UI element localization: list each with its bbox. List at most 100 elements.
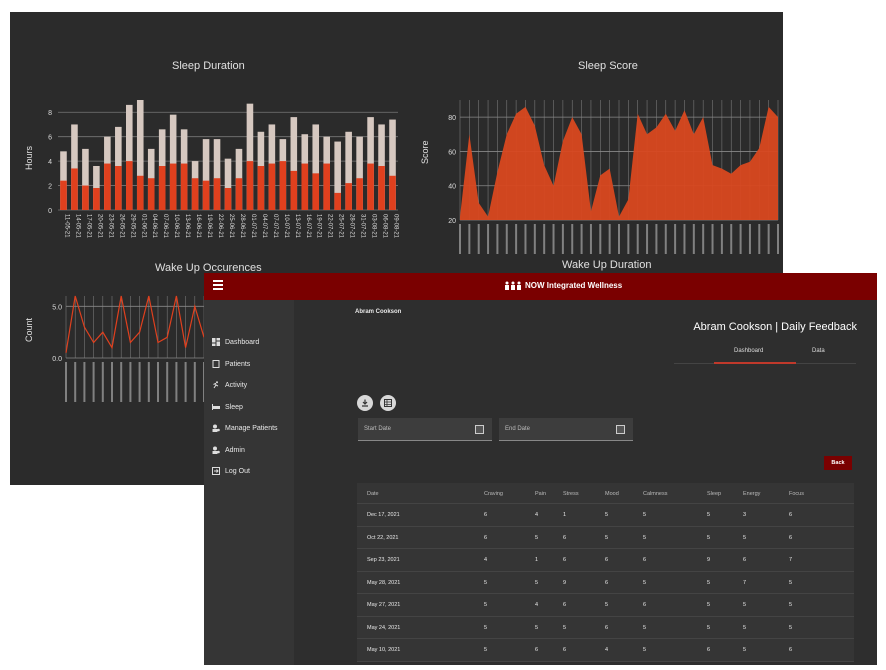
x-tick-mark bbox=[74, 362, 77, 402]
x-tick-mark bbox=[730, 224, 733, 254]
x-tick-mark bbox=[111, 362, 113, 402]
y-tick-label: 60 bbox=[448, 149, 456, 156]
x-tick-label: 10-07-21 bbox=[283, 214, 289, 239]
start-date-placeholder: Start Date bbox=[364, 426, 392, 432]
x-tick-mark bbox=[646, 224, 649, 254]
table-cell: 5 bbox=[484, 647, 488, 653]
table-cell: 5 bbox=[707, 579, 711, 586]
bar-deep bbox=[213, 178, 221, 210]
sidebar-item-patients[interactable]: Patients bbox=[212, 356, 250, 372]
table-cell: 5 bbox=[707, 534, 711, 541]
bar-deep bbox=[257, 166, 265, 210]
bar-deep bbox=[367, 163, 374, 210]
table-row[interactable]: Sep 23, 2021 4 1 6 6 6 9 6 7 bbox=[357, 549, 854, 572]
x-tick-label: 28-06-21 bbox=[239, 214, 245, 239]
sidebar-item-manage-patients[interactable]: Manage Patients bbox=[212, 420, 278, 436]
x-tick-mark bbox=[674, 224, 677, 254]
dashboard-icon bbox=[212, 338, 220, 346]
bar-total bbox=[71, 124, 78, 210]
x-tick-mark bbox=[184, 362, 187, 402]
x-tick-mark bbox=[83, 362, 86, 402]
sidebar-item-label: Manage Patients bbox=[225, 424, 278, 432]
table-cell: 5 bbox=[789, 579, 793, 586]
y-tick-label: 8 bbox=[48, 110, 52, 117]
x-tick-label: 26-05-21 bbox=[118, 214, 124, 239]
x-tick-mark bbox=[543, 224, 546, 254]
bar-deep bbox=[191, 178, 199, 210]
x-tick-label: 01-07-21 bbox=[250, 214, 256, 239]
x-tick-mark bbox=[468, 224, 471, 254]
table-view-button[interactable] bbox=[380, 395, 396, 411]
running-icon bbox=[213, 381, 219, 389]
x-tick-label: 04-06-21 bbox=[151, 214, 157, 239]
table-cell: 1 bbox=[563, 512, 567, 518]
x-tick-label: 09-08-21 bbox=[393, 214, 399, 239]
table-cell: 3 bbox=[743, 512, 747, 518]
sidebar-item-dashboard[interactable]: Dashboard bbox=[212, 334, 259, 350]
sleep-duration-chart: 0 2 4 6 8 11-05-21 14-05-21 17-05-21 20-05-21 23-… bbox=[48, 100, 399, 239]
table-cell: 5 bbox=[643, 534, 647, 541]
x-tick-label: 22-07-21 bbox=[327, 214, 333, 239]
bar-total bbox=[389, 119, 396, 210]
sleep-score-area bbox=[460, 106, 778, 220]
x-tick-mark bbox=[175, 362, 178, 402]
y-tick-label: 2 bbox=[48, 184, 52, 191]
table-row[interactable]: May 24, 2021 5 5 5 6 5 5 5 5 bbox=[357, 617, 854, 639]
table-cell: 7 bbox=[789, 557, 793, 563]
download-button[interactable] bbox=[357, 395, 373, 411]
table-cell: 9 bbox=[707, 557, 711, 563]
bed-icon bbox=[212, 404, 220, 410]
x-tick-mark bbox=[193, 362, 196, 402]
x-tick-mark bbox=[147, 362, 150, 402]
table-row[interactable]: Dec 17, 2021 6 4 1 5 5 5 3 6 bbox=[357, 504, 854, 527]
table-cell: 7 bbox=[743, 579, 747, 586]
back-button[interactable]: Back bbox=[824, 456, 852, 470]
brand: NOW Integrated Wellness bbox=[504, 281, 622, 290]
sidebar-item-sleep[interactable]: Sleep bbox=[212, 399, 243, 415]
bar-deep bbox=[279, 161, 287, 210]
table-cell: 5 bbox=[535, 624, 539, 631]
sidebar-item-log-out[interactable]: Log Out bbox=[212, 463, 250, 479]
sidebar-item-admin[interactable]: Admin bbox=[212, 442, 245, 458]
bar-deep bbox=[126, 161, 133, 210]
calendar-icon[interactable] bbox=[475, 425, 484, 434]
y-tick-label: 20 bbox=[448, 218, 456, 225]
table-row[interactable]: May 10, 2021 5 6 6 4 5 6 5 6 bbox=[357, 639, 854, 662]
table-cell: 6 bbox=[643, 557, 647, 563]
sidebar-item-activity[interactable]: Activity bbox=[212, 377, 247, 393]
end-date-field[interactable]: End Date bbox=[499, 418, 633, 441]
x-tick-mark bbox=[711, 224, 714, 254]
y-tick-label: 0 bbox=[48, 208, 52, 215]
table-cell: 6 bbox=[563, 534, 567, 541]
table-cell: 4 bbox=[535, 602, 539, 608]
y-tick-label: 0.0 bbox=[52, 356, 62, 363]
calendar-icon[interactable] bbox=[616, 425, 625, 434]
bar-deep bbox=[224, 188, 232, 210]
table-cell: 5 bbox=[605, 534, 609, 541]
tab-data[interactable]: Data bbox=[812, 348, 825, 354]
people-logo-icon bbox=[505, 281, 521, 290]
y-tick-label: 5.0 bbox=[52, 304, 62, 311]
table-cell: 5 bbox=[789, 602, 793, 608]
logout-icon bbox=[212, 467, 220, 475]
bar-total bbox=[213, 139, 221, 210]
bar-total bbox=[136, 100, 144, 210]
start-date-field[interactable]: Start Date bbox=[358, 418, 492, 441]
table-row[interactable]: May 27, 2021 5 4 6 5 6 5 5 5 bbox=[357, 594, 854, 617]
table-cell: 6 bbox=[563, 602, 567, 608]
table-row[interactable]: May 28, 2021 5 5 9 6 5 5 7 5 bbox=[357, 572, 854, 594]
admin-icon bbox=[212, 446, 220, 454]
main-content: Abram Cookson Abram Cookson | Daily Feed… bbox=[294, 300, 877, 665]
table-cell: Dec 17, 2021 bbox=[367, 512, 400, 518]
x-tick-mark bbox=[599, 224, 602, 254]
bar-total bbox=[224, 158, 232, 210]
x-tick-label: 31-07-21 bbox=[360, 214, 366, 239]
sleep-score-title: Sleep Score bbox=[578, 60, 638, 72]
table-row[interactable]: Oct 22, 2021 6 5 6 5 5 5 5 6 bbox=[357, 527, 854, 549]
page-title: Abram Cookson | Daily Feedback bbox=[693, 321, 857, 333]
table-cell: 6 bbox=[789, 512, 793, 518]
bar-deep bbox=[389, 175, 396, 210]
tab-dashboard[interactable]: Dashboard bbox=[734, 348, 764, 354]
menu-icon[interactable] bbox=[213, 280, 223, 290]
x-tick-label: 28-07-21 bbox=[349, 214, 355, 239]
